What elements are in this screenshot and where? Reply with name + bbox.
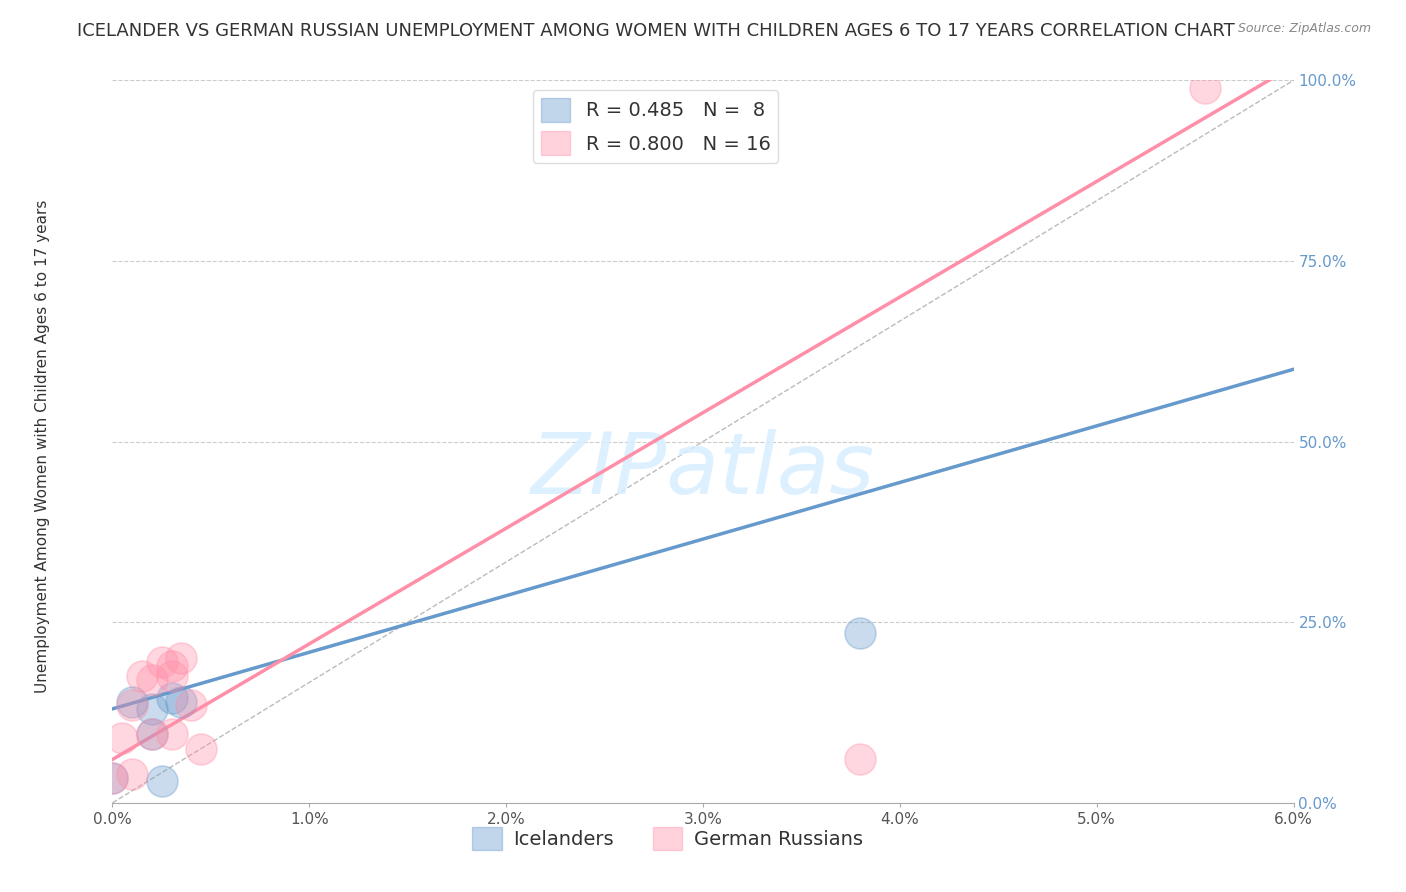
Text: Source: ZipAtlas.com: Source: ZipAtlas.com xyxy=(1237,22,1371,36)
Point xyxy=(111,731,134,745)
Point xyxy=(160,658,183,673)
Point xyxy=(101,771,124,785)
Point xyxy=(121,698,143,713)
Point xyxy=(121,695,143,709)
Point xyxy=(849,626,872,640)
Point xyxy=(141,727,163,741)
Text: ZIPatlas: ZIPatlas xyxy=(531,429,875,512)
Point xyxy=(170,695,193,709)
Point xyxy=(101,771,124,785)
Point xyxy=(131,669,153,683)
Point xyxy=(160,669,183,683)
Point xyxy=(141,727,163,741)
Point xyxy=(141,673,163,687)
Point xyxy=(121,767,143,781)
Point xyxy=(160,691,183,706)
Point xyxy=(160,727,183,741)
Point xyxy=(180,698,202,713)
Point xyxy=(141,702,163,716)
Legend: Icelanders, German Russians: Icelanders, German Russians xyxy=(465,819,870,858)
Point xyxy=(150,655,173,669)
Text: ICELANDER VS GERMAN RUSSIAN UNEMPLOYMENT AMONG WOMEN WITH CHILDREN AGES 6 TO 17 : ICELANDER VS GERMAN RUSSIAN UNEMPLOYMENT… xyxy=(77,22,1234,40)
Point xyxy=(170,651,193,665)
Text: Unemployment Among Women with Children Ages 6 to 17 years: Unemployment Among Women with Children A… xyxy=(35,199,49,693)
Point xyxy=(1194,80,1216,95)
Point xyxy=(190,741,212,756)
Point xyxy=(150,774,173,789)
Point xyxy=(849,752,872,766)
